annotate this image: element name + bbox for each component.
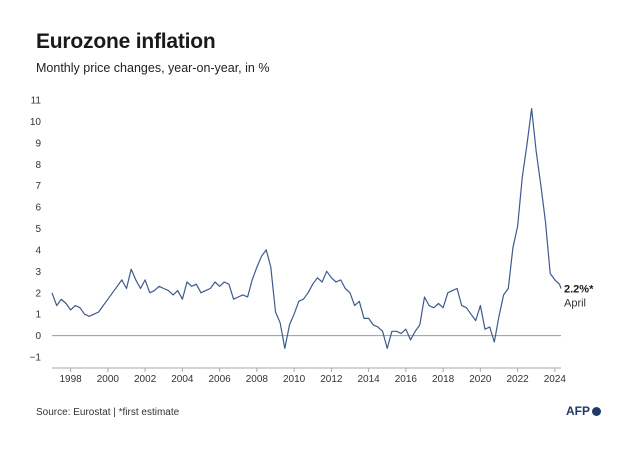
x-tick-label: 2012 bbox=[320, 374, 343, 385]
y-tick-label: 11 bbox=[31, 96, 42, 107]
x-tick-label: 2016 bbox=[395, 374, 418, 385]
y-tick-label: 8 bbox=[35, 160, 41, 171]
y-tick-label: 2 bbox=[35, 288, 41, 299]
x-axis: 1998 2000 2002 2004 2006 2008 2010 2012 2014 2016… bbox=[52, 367, 567, 385]
y-tick-label: 3 bbox=[35, 267, 41, 278]
afp-logo-dot-icon bbox=[592, 406, 601, 416]
source-note: Source: Eurostat | *first estimate bbox=[36, 407, 180, 418]
x-tick-label: 2010 bbox=[283, 374, 306, 385]
chart-title: Eurozone inflation bbox=[36, 30, 216, 53]
afp-logo-text: AFP bbox=[566, 404, 590, 418]
y-tick-label: 0 bbox=[35, 331, 41, 342]
y-tick-label: 10 bbox=[30, 117, 42, 128]
x-tick-label: 2000 bbox=[97, 374, 120, 385]
x-tick-label: 2008 bbox=[246, 374, 269, 385]
annotation: 2.2%* April bbox=[564, 283, 594, 309]
chart-subtitle: Monthly price changes, year-on-year, in … bbox=[36, 61, 270, 75]
y-tick-label: 6 bbox=[35, 203, 41, 214]
annotation-value: 2.2%* bbox=[564, 283, 594, 295]
y-tick-label: 5 bbox=[35, 224, 41, 235]
y-tick-label: 4 bbox=[35, 245, 41, 256]
x-tick-label: 2018 bbox=[432, 374, 455, 385]
y-tick-label: 7 bbox=[35, 181, 41, 192]
afp-logo: AFP bbox=[566, 404, 601, 418]
x-tick-label: 1998 bbox=[59, 374, 82, 385]
annotation-date: April bbox=[564, 297, 586, 309]
y-tick-label: −1 bbox=[30, 353, 42, 364]
y-tick-label: 1 bbox=[35, 310, 41, 321]
x-tick-label: 2014 bbox=[357, 374, 380, 385]
x-tick-label: 2020 bbox=[469, 374, 492, 385]
x-tick-label: 2006 bbox=[208, 374, 231, 385]
x-tick-label: 2004 bbox=[171, 374, 194, 385]
x-tick-label: 2002 bbox=[134, 374, 157, 385]
y-axis: −1 0 1 2 3 4 5 6 7 8 9 10 11 bbox=[30, 96, 561, 364]
series-line bbox=[51, 108, 562, 349]
series-group bbox=[51, 108, 562, 349]
x-tick-label: 2024 bbox=[544, 374, 567, 385]
y-tick-label: 9 bbox=[35, 138, 41, 149]
x-tick-label: 2022 bbox=[506, 374, 529, 385]
